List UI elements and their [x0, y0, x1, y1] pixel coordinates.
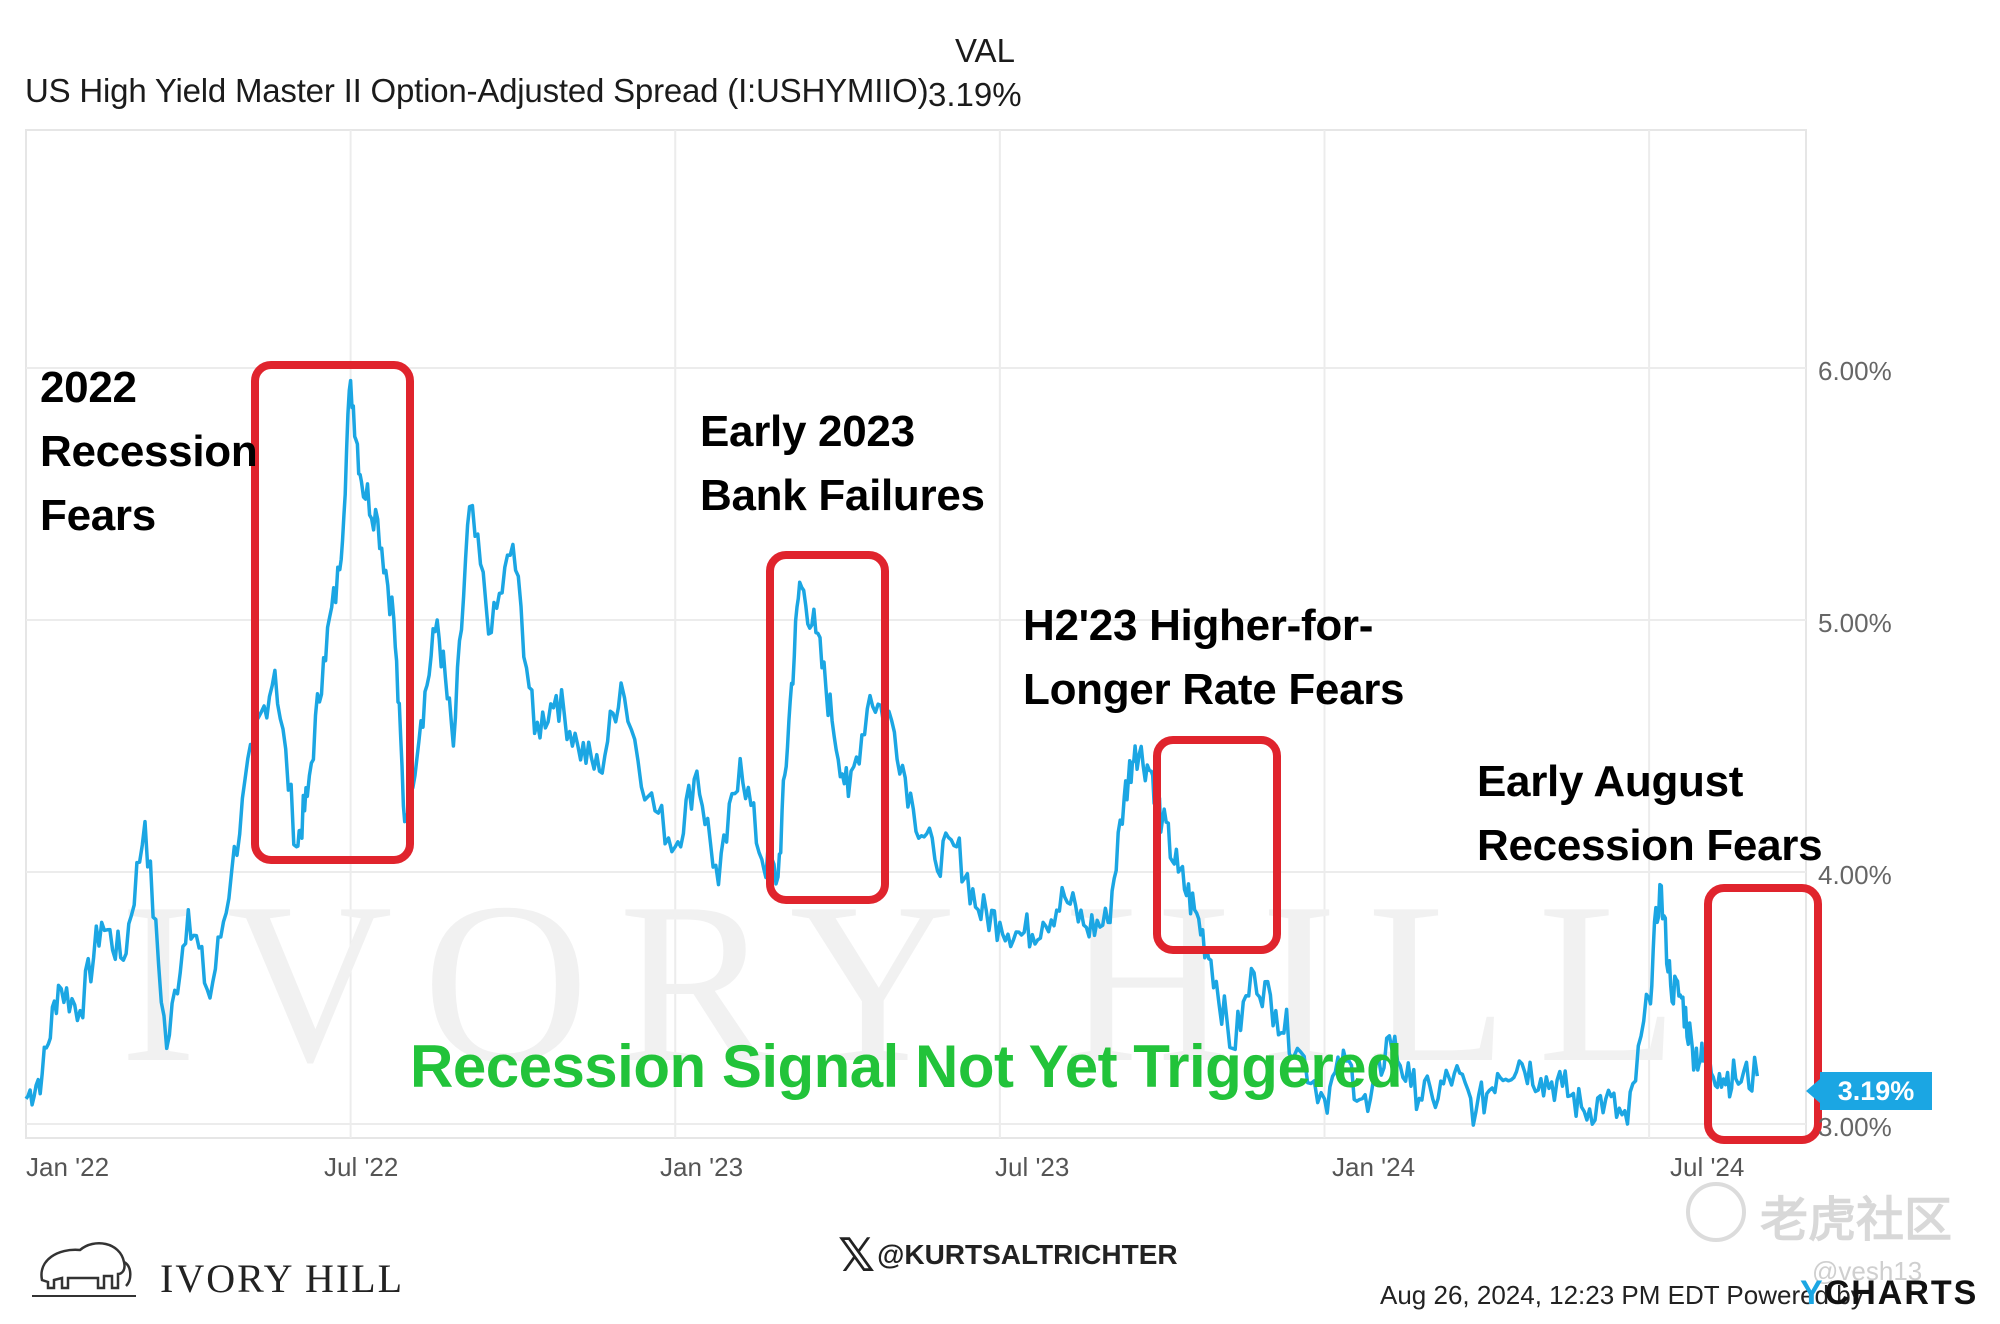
annotation-line: Early 2023	[700, 407, 915, 456]
annotation-aug-2024-fears: Early August Recession Fears	[1477, 750, 1823, 878]
annotation-2022-recession: 2022 Recession Fears	[40, 356, 258, 548]
annotation-h2-2023-rate-fears: H2'23 Higher-for- Longer Rate Fears	[1023, 594, 1405, 722]
highlight-box-h2-2023	[1153, 736, 1281, 954]
y-tick-label: 5.00%	[1818, 608, 1892, 638]
annotation-line: 2022	[40, 363, 137, 412]
ycharts-y-icon: Y	[1800, 1274, 1825, 1312]
annotation-line: Bank Failures	[700, 471, 985, 520]
series-current-value: 3.19%	[928, 76, 1022, 113]
timestamp-powered-by: Aug 26, 2024, 12:23 PM EDT Powered by	[1380, 1280, 1864, 1310]
x-logo-icon: 𝕏	[838, 1229, 876, 1281]
ycharts-text: CHARTS	[1824, 1274, 1979, 1312]
x-tick-label: Jul '23	[995, 1152, 1070, 1182]
series-layer	[24, 378, 1760, 1127]
value-column-header: VAL	[955, 32, 1015, 69]
highlight-box-2022	[251, 361, 414, 864]
annotation-line: Recession	[40, 427, 258, 476]
x-tick-label: Jan '22	[26, 1152, 110, 1182]
chart-watermark: IVORY HILL	[120, 855, 1708, 1110]
annotation-line: Recession Fears	[1477, 821, 1823, 870]
annotation-2023-bank-failures: Early 2023 Bank Failures	[700, 400, 985, 528]
series-line	[24, 378, 1760, 1127]
ycharts-logo: YCHARTS	[1800, 1274, 1978, 1313]
social-handle: 𝕏 @KURTSALTRICHTER	[838, 1228, 1178, 1282]
highlight-boxes	[251, 361, 1822, 1144]
tiger-user-watermark: @vesh13	[1812, 1256, 1923, 1286]
annotation-line: Longer Rate Fears	[1023, 665, 1405, 714]
x-tick-label: Jan '23	[660, 1152, 744, 1182]
series-title: US High Yield Master II Option-Adjusted …	[25, 72, 929, 109]
tiger-logo-icon	[1686, 1182, 1746, 1242]
y-tick-label: 6.00%	[1818, 356, 1892, 386]
annotation-line: H2'23 Higher-for-	[1023, 601, 1374, 650]
x-tick-label: Jan '24	[1332, 1152, 1416, 1182]
x-tick-label: Jul '22	[324, 1152, 399, 1182]
highlight-box-2023-banks	[766, 551, 889, 904]
annotation-line: Early August	[1477, 757, 1744, 806]
brand-name: IVORY HILL	[160, 1256, 405, 1301]
plot-frame	[25, 129, 1807, 1139]
x-tick-label: Jul '24	[1670, 1152, 1745, 1182]
highlight-box-aug-2024	[1704, 884, 1822, 1144]
elephant-logo-icon	[32, 1242, 136, 1297]
y-tick-label: 3.00%	[1818, 1112, 1892, 1142]
recession-signal-text: Recession Signal Not Yet Triggered	[410, 1033, 1403, 1100]
tiger-community-watermark: 老虎社区	[1760, 1194, 1953, 1247]
current-value-badge: 3.19%	[1806, 1072, 1932, 1110]
annotation-line: Fears	[40, 491, 156, 540]
handle-text: @KURTSALTRICHTER	[877, 1239, 1178, 1270]
y-tick-label: 4.00%	[1818, 860, 1892, 890]
